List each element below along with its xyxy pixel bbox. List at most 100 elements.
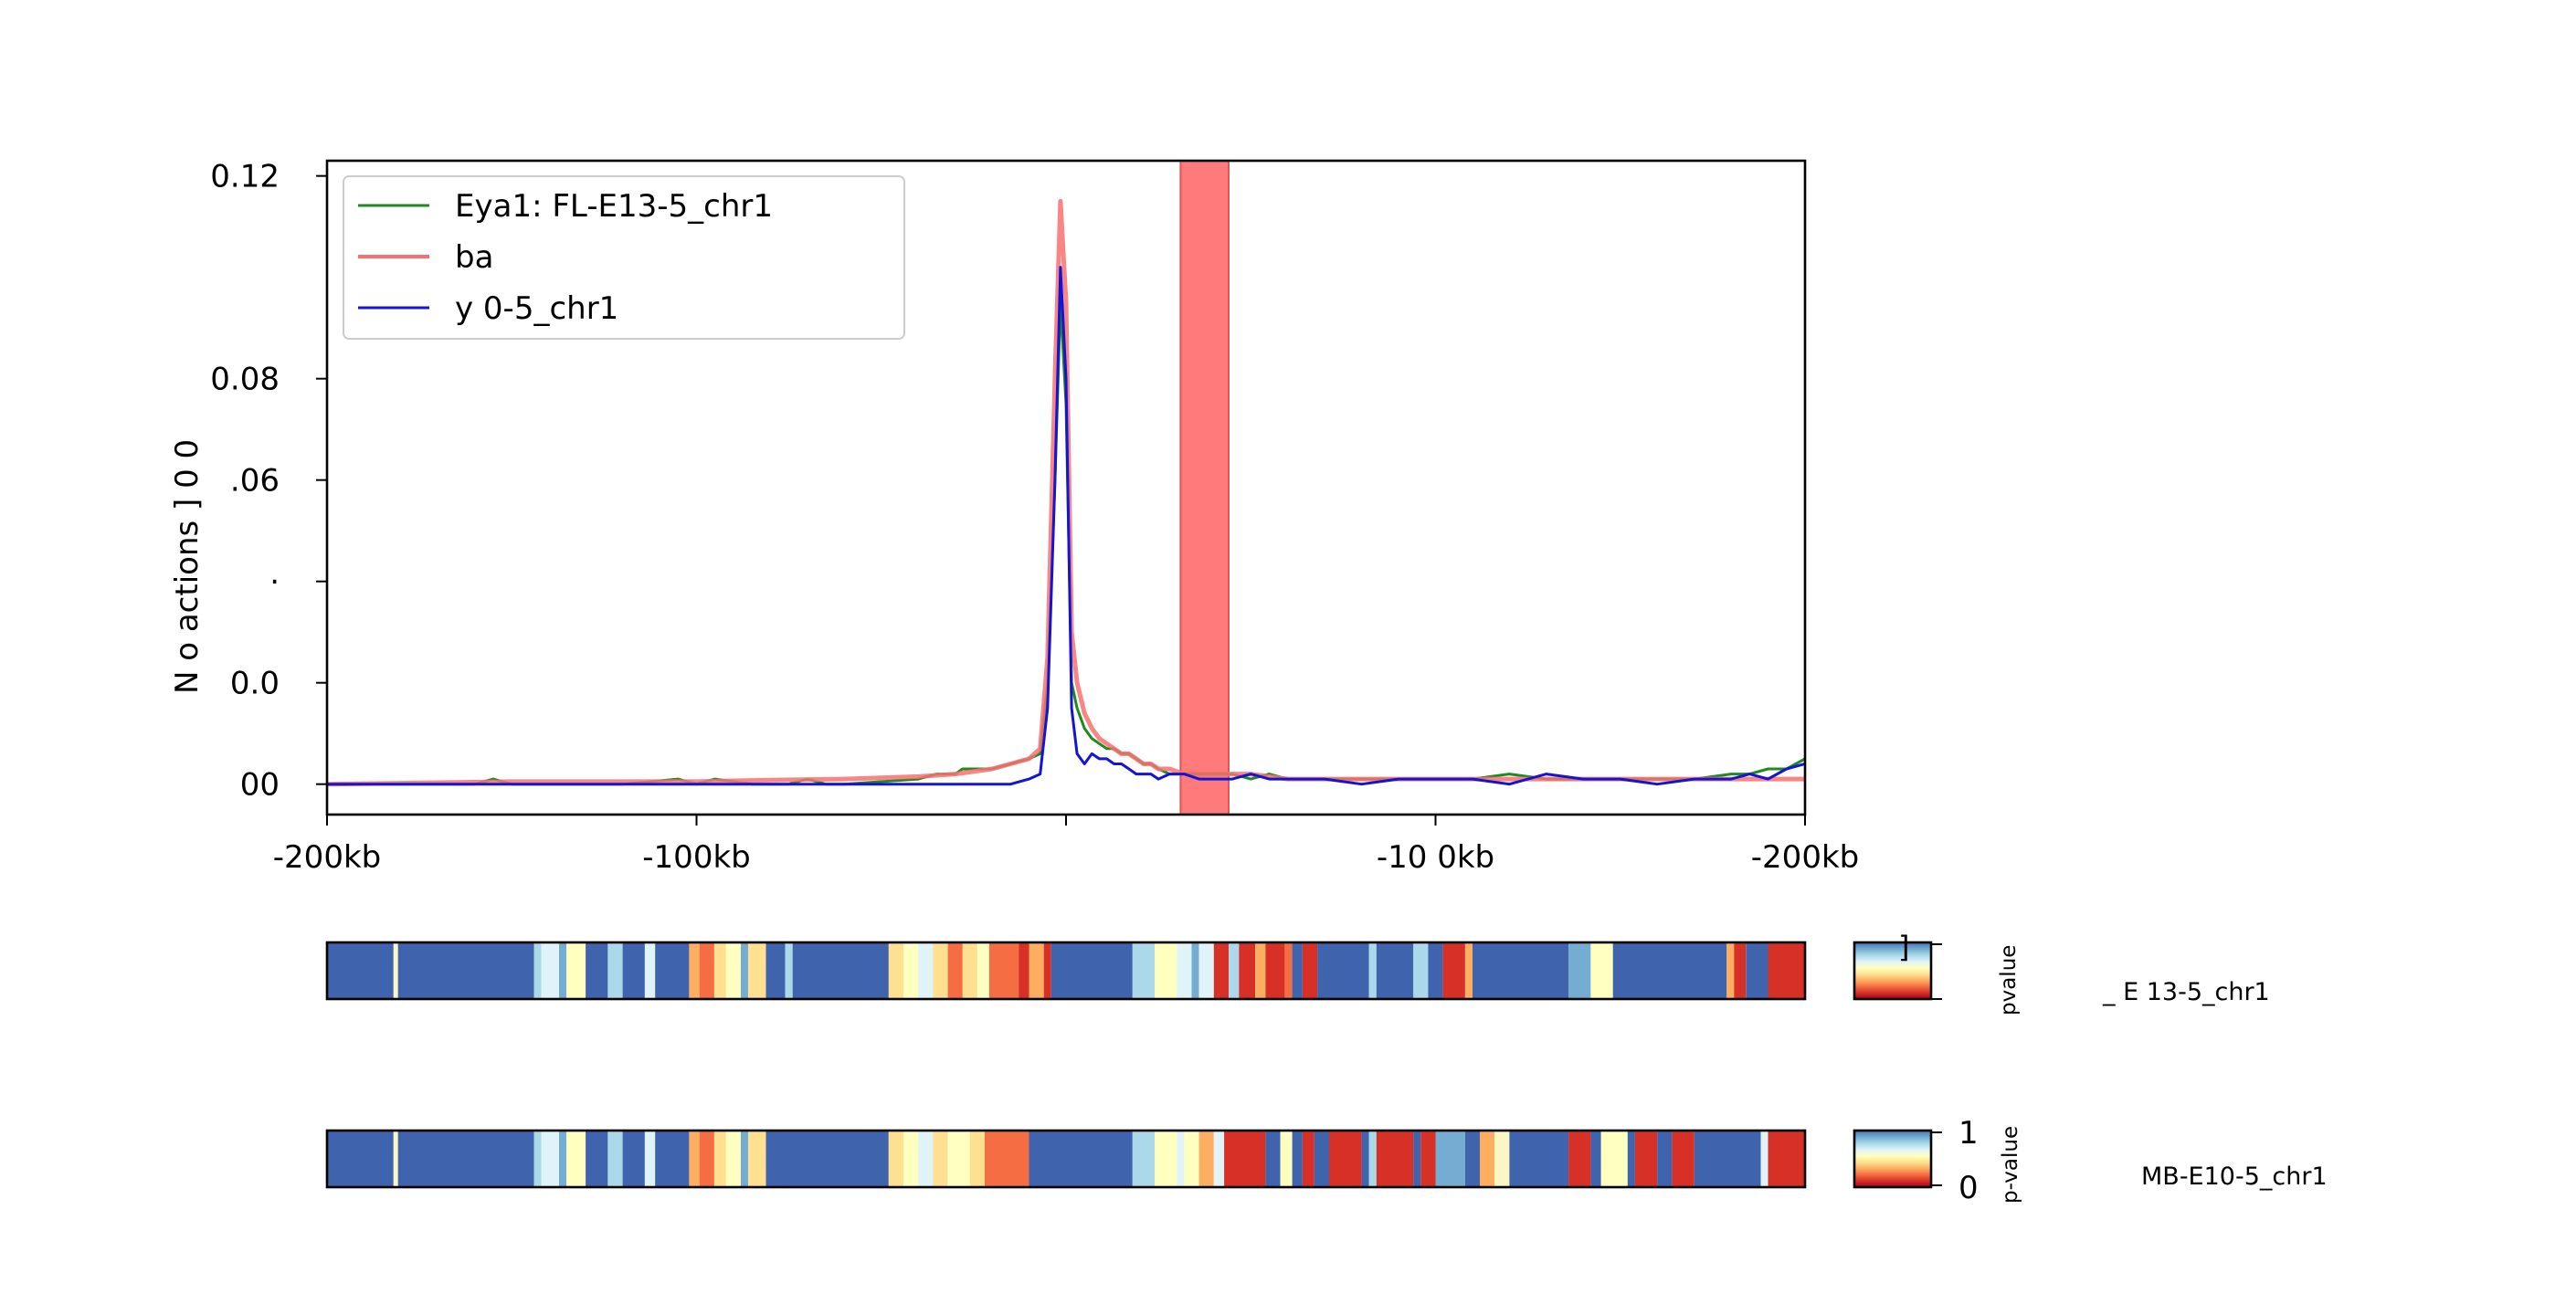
heatmap-cell — [741, 942, 749, 999]
heatmap-cell — [586, 942, 608, 999]
heatmap-cell — [1657, 1131, 1673, 1187]
heatmap-cell — [1239, 942, 1256, 999]
heatmap-cell — [622, 942, 645, 999]
heatmap-cell — [699, 942, 714, 999]
ytick-label: 00 — [240, 767, 280, 804]
heatmap-cell — [765, 1131, 889, 1187]
heatmap-cell — [713, 942, 726, 999]
heatmap-cell — [713, 1131, 726, 1187]
heatmap-cell — [1600, 1131, 1628, 1187]
heatmap-cell — [1590, 1131, 1601, 1187]
y-axis: 00 0.0 · .06 0.08 0.12 N o actions ] 0 0 — [169, 159, 327, 804]
ytick-layer: 00 0.0 · .06 0.08 0.12 — [210, 159, 327, 804]
shaded-region-layer — [1179, 160, 1230, 815]
heatmap-cell — [699, 1131, 714, 1187]
heatmap-cell — [1464, 1131, 1481, 1187]
heatmap-cell — [1229, 942, 1240, 999]
heatmap-cell — [607, 1131, 623, 1187]
heatmap-cell — [748, 942, 766, 999]
heatmap-cell — [748, 1131, 766, 1187]
heatmap-cell — [1184, 1131, 1199, 1187]
heatmap-cell — [1050, 942, 1133, 999]
heatmap-cell — [888, 942, 903, 999]
heatmap-cell — [622, 1131, 645, 1187]
line-chart: 00 0.0 · .06 0.08 0.12 N o actions ] 0 0 -200… — [169, 159, 1859, 876]
heatmap-cell — [1198, 942, 1214, 999]
ytick-label: 0.0 — [230, 666, 280, 702]
heatmap-cell — [689, 1131, 700, 1187]
heatmap-cell — [918, 942, 934, 999]
heatmap-cell — [1368, 1131, 1377, 1187]
track-1-label: _ E 13-5_chr1 — [2102, 978, 2270, 1006]
x-axis: -200kb -100kb -10 0kb -200kb — [273, 815, 1859, 876]
colorbar-1 — [1853, 941, 1933, 1001]
heatmap-cell — [725, 942, 742, 999]
heatmap-cell — [1302, 942, 1318, 999]
colorbar-1-tick-label-top: ] — [1898, 930, 1909, 964]
heatmap-cell — [741, 1131, 749, 1187]
heatmap-cell — [1420, 1131, 1436, 1187]
heatmap-cell — [1494, 1131, 1510, 1187]
heatmap-cell — [1746, 942, 1768, 999]
heatmap-cell — [1376, 942, 1414, 999]
heatmap-cell — [1265, 1131, 1281, 1187]
heatmap-cell — [1480, 1131, 1495, 1187]
series-line-3 — [327, 266, 1805, 786]
legend-box — [343, 175, 905, 340]
heatmap-cell — [1255, 942, 1266, 999]
heatmap-cell — [888, 1131, 903, 1187]
heatmap-cell — [1376, 1131, 1414, 1187]
colorbar-1-label: pvalue — [1997, 945, 2021, 1015]
ytick-label: 0.08 — [210, 362, 280, 398]
heatmap-cell — [1768, 1131, 1805, 1187]
heatmap-frame-2 — [325, 1129, 1807, 1189]
heatmap-cell — [1435, 1131, 1465, 1187]
heatmap-cell — [947, 942, 963, 999]
xtick-label: -10 0kb — [1377, 839, 1494, 876]
heatmap-cell — [1265, 942, 1285, 999]
ytick-label: · — [269, 564, 280, 601]
heatmap-cell — [1509, 1131, 1569, 1187]
heatmap-cell — [792, 942, 889, 999]
heatmap-track-2: 1 0 p-value MB-E10-5_chr1 — [325, 1115, 2328, 1206]
heatmap-cell — [655, 942, 690, 999]
colorbar-2-label: p-value — [1999, 1126, 2022, 1204]
heatmap-cell — [1177, 1131, 1185, 1187]
heatmap-cell — [327, 942, 394, 999]
legend-label-3: y 0-5_chr1 — [455, 290, 618, 327]
heatmap-cell — [1442, 942, 1465, 999]
heatmap-cell — [1191, 942, 1199, 999]
heatmap-cell — [644, 942, 656, 999]
heatmap-cell — [1019, 942, 1029, 999]
heatmap-cell — [1284, 942, 1293, 999]
heatmap-cell — [933, 1131, 948, 1187]
heatmap-cell — [1368, 942, 1377, 999]
heatmap-cell — [1694, 1131, 1761, 1187]
heatmap-cell — [1760, 1131, 1768, 1187]
heatmap-cell — [533, 942, 542, 999]
heatmap-cell — [1768, 942, 1805, 999]
heatmap-cell — [1413, 1131, 1421, 1187]
heatmap-cell — [1590, 942, 1613, 999]
heatmap-cell — [977, 942, 989, 999]
colorbar-2-tick-label-bottom: 0 — [1958, 1170, 1979, 1206]
heatmap-cell — [689, 942, 700, 999]
heatmap-cell — [1464, 942, 1473, 999]
heatmap-cell — [725, 1131, 742, 1187]
highlight-region — [1179, 160, 1230, 815]
xtick-label: -200kb — [1751, 839, 1859, 876]
heatmap-cell — [1292, 1131, 1303, 1187]
heatmap-cell — [1672, 1131, 1694, 1187]
heatmap-bands-1 — [327, 942, 1805, 999]
legend-label-2: ba — [455, 239, 493, 276]
legend-label-1: Eya1: FL-E13-5_chr1 — [455, 188, 773, 225]
heatmap-cell — [327, 1131, 394, 1187]
heatmap-cell — [1292, 942, 1303, 999]
heatmap-cell — [1280, 1131, 1293, 1187]
heatmap-cell — [607, 942, 623, 999]
heatmap-cell — [1612, 942, 1727, 999]
heatmap-cell — [988, 942, 1019, 999]
heatmap-cell — [785, 942, 793, 999]
